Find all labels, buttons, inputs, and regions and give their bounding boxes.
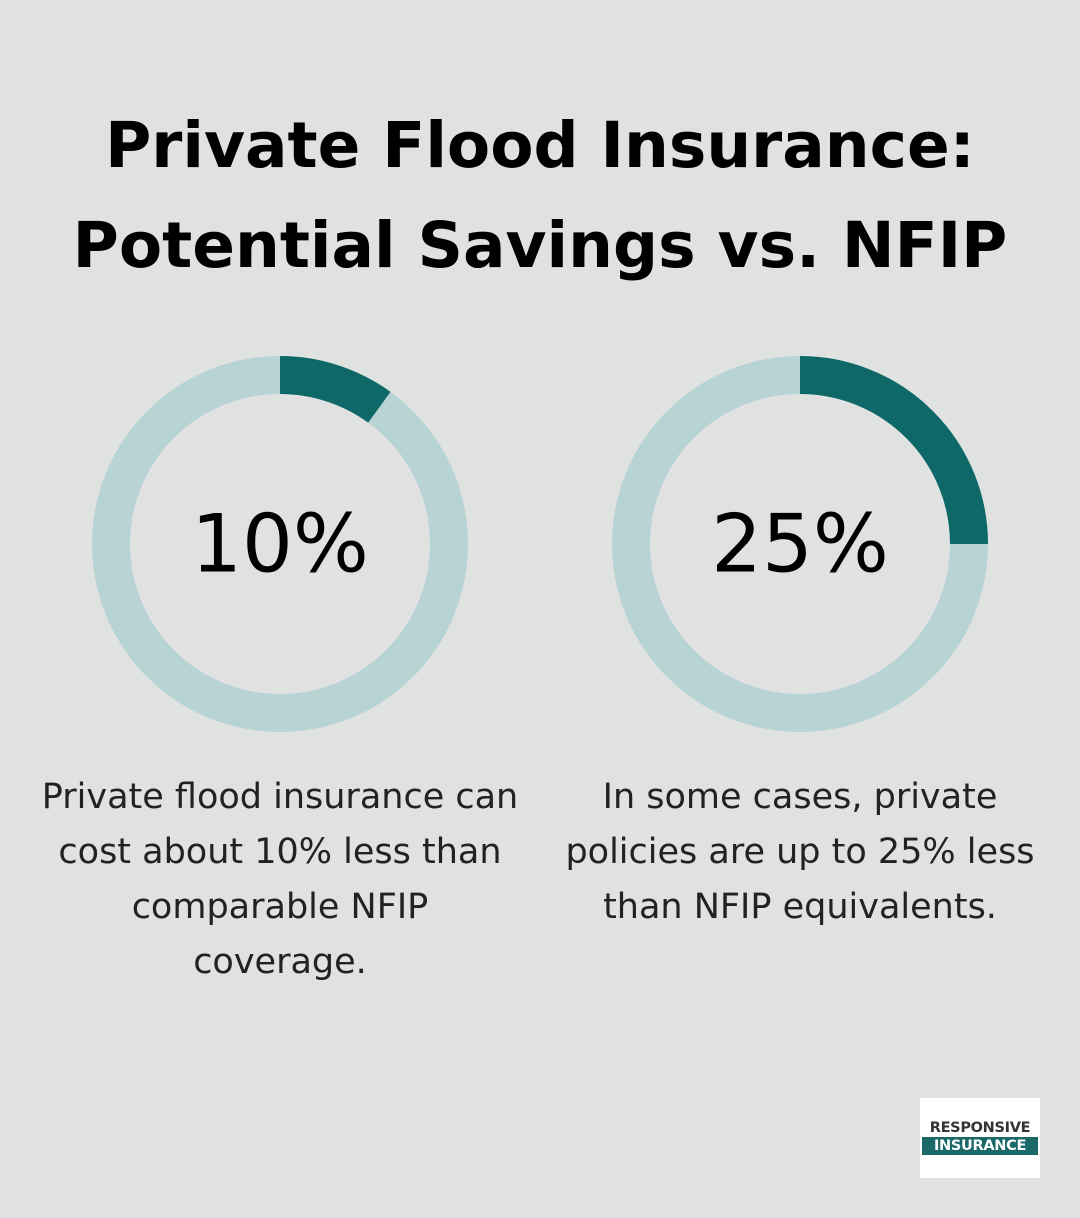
value-label: 10% — [191, 498, 369, 591]
description: In some cases, private policies are up t… — [565, 777, 1035, 927]
logo: RESPONSIVE INSURANCE — [920, 1098, 1040, 1178]
title: Private Flood Insurance: Potential Savin… — [72, 109, 1008, 282]
donut-arc — [279, 356, 391, 423]
value-label: 25% — [711, 498, 889, 591]
charts: 10% 25% — [92, 356, 988, 732]
logo-bottom: INSURANCE — [922, 1137, 1038, 1155]
donut-arc — [799, 356, 988, 545]
logo-top: RESPONSIVE — [929, 1120, 1031, 1136]
description: Private flood insurance can cost about 1… — [41, 777, 519, 982]
